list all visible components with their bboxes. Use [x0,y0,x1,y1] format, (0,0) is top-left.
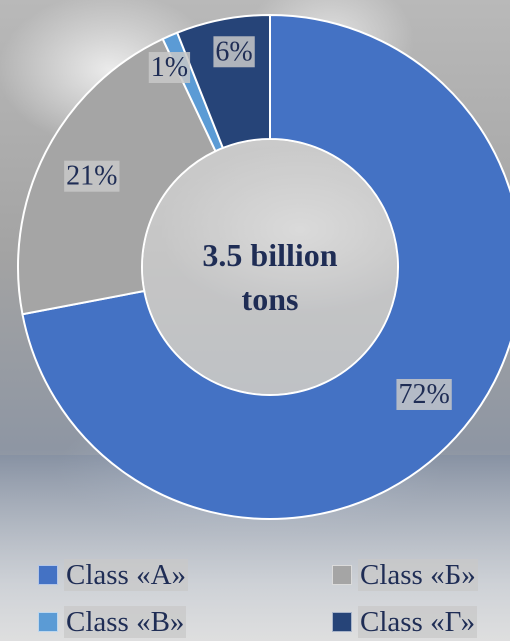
legend-item-class-b: Class «Б» [332,559,478,591]
donut-hole [143,140,397,394]
center-label-line: 3.5 billion [202,237,337,273]
data-label-4: 6% [213,36,255,68]
legend-label: Class «Г» [358,606,478,638]
legend-item-class-v: Class «В» [38,606,187,638]
legend-label: Class «Б» [358,559,478,591]
data-label-1: 72% [396,378,452,410]
legend-item-class-g: Class «Г» [332,606,478,638]
legend-swatch [332,565,352,585]
legend-swatch [38,612,58,632]
chart-data-labels: 72% 21% 1% 6% [64,36,452,410]
chart-center: 3.5 billion tons [143,140,397,394]
svg-text:72%: 72% [398,379,449,410]
legend-label: Class «А» [64,559,189,591]
data-label-3: 1% [148,52,191,84]
svg-text:21%: 21% [66,161,117,192]
chart-legend: Class «А» Class «Б» Class «В» Class «Г» [0,555,510,641]
legend-item-class-a: Class «А» [38,559,189,591]
svg-text:6%: 6% [215,36,252,67]
legend-swatch [38,565,58,585]
center-label-line: tons [242,281,299,317]
svg-text:1%: 1% [151,52,188,83]
data-label-2: 21% [64,160,120,192]
legend-swatch [332,612,352,632]
legend-label: Class «В» [64,606,187,638]
donut-slice-1 [21,13,510,520]
